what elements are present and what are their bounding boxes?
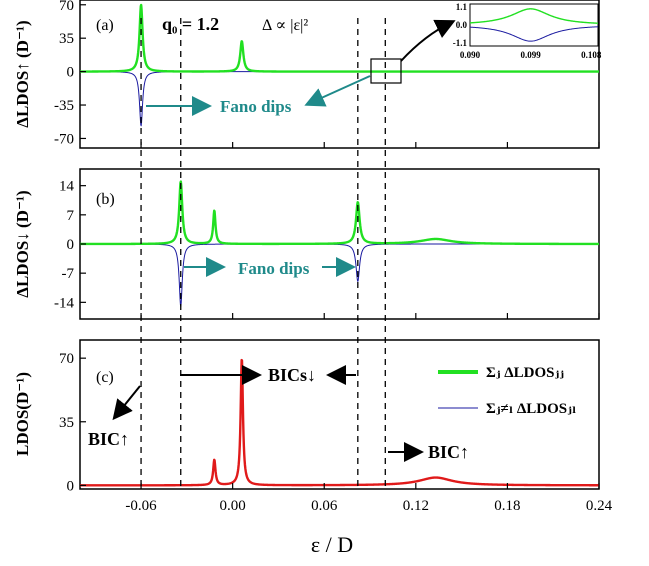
fano-arrow-a-right (304, 75, 371, 107)
panel-c-label: (c) (96, 369, 114, 386)
y-tick-label-1-0: 14 (59, 179, 75, 195)
panel-c-series (79, 358, 600, 487)
y-tick-label-1-2: 0 (67, 237, 75, 253)
zoom-arrow (400, 19, 456, 62)
x-tick-label-2: 0.06 (311, 498, 338, 514)
x-tick-label-3: 0.12 (403, 498, 429, 514)
panel-c-ylabel: LDOS(D⁻¹) (13, 372, 32, 456)
inset-line-blue_dip (469, 26, 599, 42)
y-tick-label-2-0: 70 (59, 351, 74, 367)
x-tick-label-0: -0.06 (125, 498, 157, 514)
dashed-guide-lines (140, 18, 386, 489)
legend-green-label: Σⱼ ΔLDOSⱼⱼ (486, 365, 564, 381)
bics-down: BICs↓ (268, 365, 316, 385)
legend-blue-label: Σⱼ≠ₗ ΔLDOSⱼₗ (486, 401, 576, 417)
fano-label-a: Fano dips (220, 97, 292, 116)
inset-x-tick-1: 0.099 (521, 50, 542, 60)
inset-ticks: 1.1 0.0 -1.1 0.090 0.099 0.108 (453, 2, 602, 60)
x-axis-title: ε / D (311, 532, 353, 557)
panel-a-series (79, 3, 600, 127)
series-line-red-2 (79, 358, 600, 487)
x-tick-label-5: 0.24 (586, 498, 613, 514)
delta-annotation: Δ ∝ |ε|² (262, 17, 308, 34)
x-tick-label-4: 0.18 (494, 498, 520, 514)
panel-a-label: (a) (96, 17, 114, 34)
y-tick-label-0-1: 35 (59, 31, 74, 47)
series-line-blue-1 (79, 243, 600, 307)
bic-left-arrow (112, 385, 141, 421)
y-tick-label-0-4: -70 (54, 131, 74, 147)
inset-x-tick-2: 0.108 (581, 50, 602, 60)
series-line-blue-0 (79, 71, 600, 127)
series-line-green-0 (79, 3, 600, 73)
y-tick-label-1-3: -7 (62, 266, 75, 282)
panel-b-ylabel: ΔLDOS↓ (D⁻¹) (13, 190, 32, 297)
inset-series (469, 8, 599, 42)
y-tick-label-2-2: 0 (67, 478, 75, 494)
panel-c-frame (79, 339, 600, 490)
panel-a-frame (79, 0, 600, 149)
inset-x-tick-0: 0.090 (460, 50, 481, 60)
q0-annotation: q₀ = 1.2 (162, 14, 219, 34)
series-line-green-1 (79, 180, 600, 246)
y-tick-label-1-4: -14 (54, 295, 74, 311)
zoom-box (370, 58, 402, 84)
inset-y-tick-1: 0.0 (456, 20, 468, 30)
inset-line-green_peak (469, 8, 599, 24)
y-tick-label-0-2: 0 (67, 65, 75, 81)
fano-label-b: Fano dips (238, 259, 310, 278)
bic-up-left: BIC↑ (88, 429, 129, 449)
panel-a-ylabel: ΔLDOS↑ (D⁻¹) (13, 20, 32, 127)
y-tick-label-0-0: 70 (59, 0, 74, 14)
bic-up-right: BIC↑ (428, 442, 469, 462)
y-tick-label-1-1: 7 (67, 208, 75, 224)
inset-frame (469, 3, 599, 47)
inset-y-tick-2: -1.1 (453, 38, 468, 48)
panel-b-label: (b) (96, 191, 115, 208)
x-tick-label-1: 0.00 (220, 498, 246, 514)
panel-b-series (79, 180, 600, 307)
y-tick-label-2-1: 35 (59, 415, 74, 431)
y-tick-label-0-3: -35 (54, 98, 74, 114)
inset-y-tick-0: 1.1 (456, 2, 468, 12)
